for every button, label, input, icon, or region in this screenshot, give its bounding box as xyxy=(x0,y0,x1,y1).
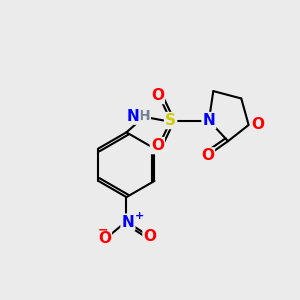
Text: O: O xyxy=(151,88,164,103)
Text: O: O xyxy=(98,231,111,246)
Text: O: O xyxy=(143,230,157,244)
Text: S: S xyxy=(165,113,176,128)
Text: O: O xyxy=(151,138,164,153)
Text: O: O xyxy=(251,118,264,133)
Text: −: − xyxy=(98,223,108,236)
Text: O: O xyxy=(201,148,214,164)
Text: N: N xyxy=(122,214,134,230)
Text: H: H xyxy=(138,109,150,123)
Text: N: N xyxy=(202,113,215,128)
Text: N: N xyxy=(127,109,140,124)
Text: +: + xyxy=(135,211,144,220)
